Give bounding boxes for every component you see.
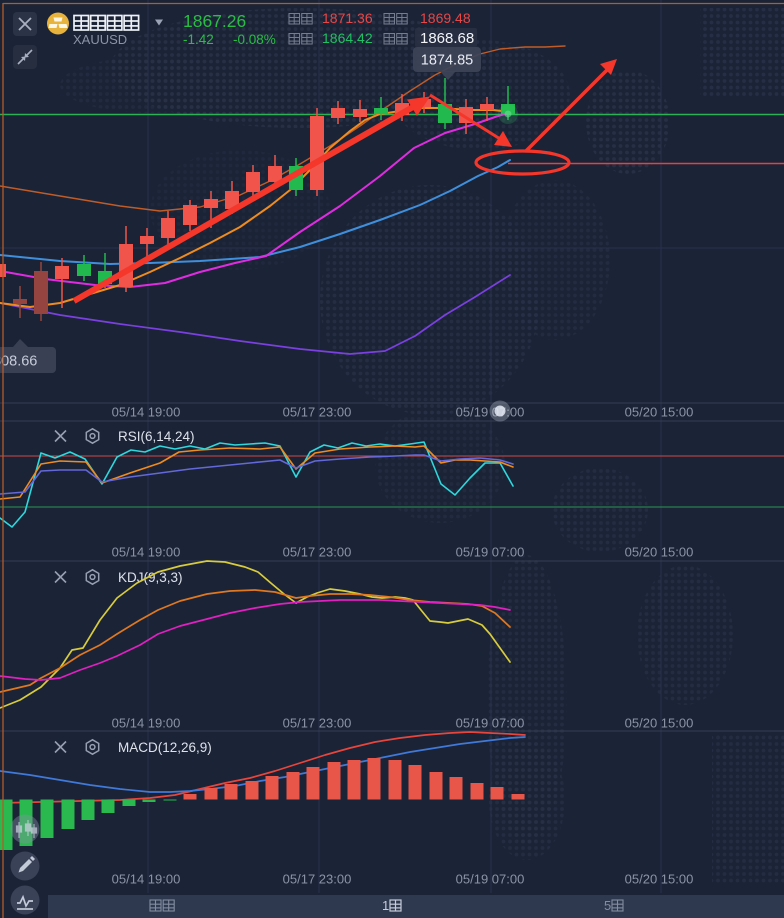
svg-text:05/14 19:00: 05/14 19:00: [112, 716, 181, 731]
svg-text:-1.42: -1.42: [183, 32, 214, 47]
svg-text:05/17 23:00: 05/17 23:00: [283, 716, 352, 731]
svg-text:1874.85: 1874.85: [421, 53, 473, 69]
svg-text:5: 5: [604, 898, 611, 913]
svg-text:1: 1: [382, 898, 389, 913]
svg-text:05/17 23:00: 05/17 23:00: [283, 545, 352, 560]
svg-text:05/20 15:00: 05/20 15:00: [625, 405, 694, 420]
svg-text:05/19 07:00: 05/19 07:00: [456, 872, 525, 887]
svg-text:MACD(12,26,9): MACD(12,26,9): [118, 740, 212, 755]
svg-text:05/19 07:00: 05/19 07:00: [456, 716, 525, 731]
svg-text:1868.68: 1868.68: [420, 30, 474, 47]
svg-text:05/14 19:00: 05/14 19:00: [112, 872, 181, 887]
svg-text:05/20 15:00: 05/20 15:00: [625, 545, 694, 560]
svg-text:1867.26: 1867.26: [183, 11, 246, 31]
svg-text:05/19 07:00: 05/19 07:00: [456, 545, 525, 560]
svg-text:05/17 23:00: 05/17 23:00: [283, 872, 352, 887]
svg-text:05/14 19:00: 05/14 19:00: [112, 405, 181, 420]
svg-text:XAUUSD: XAUUSD: [73, 32, 127, 47]
svg-text:KDJ(9,3,3): KDJ(9,3,3): [118, 570, 183, 585]
svg-text:05/19 07:00: 05/19 07:00: [456, 405, 525, 420]
svg-text:1869.48: 1869.48: [420, 10, 471, 26]
svg-text:-0.08%: -0.08%: [233, 32, 276, 47]
svg-text:RSI(6,14,24): RSI(6,14,24): [118, 429, 195, 444]
svg-text:05/14 19:00: 05/14 19:00: [112, 545, 181, 560]
svg-text:808.66: 808.66: [0, 354, 37, 370]
svg-text:05/20 15:00: 05/20 15:00: [625, 872, 694, 887]
svg-text:05/17 23:00: 05/17 23:00: [283, 405, 352, 420]
svg-text:1864.42: 1864.42: [322, 30, 373, 46]
svg-text:1871.36: 1871.36: [322, 10, 373, 26]
svg-text:05/20 15:00: 05/20 15:00: [625, 716, 694, 731]
